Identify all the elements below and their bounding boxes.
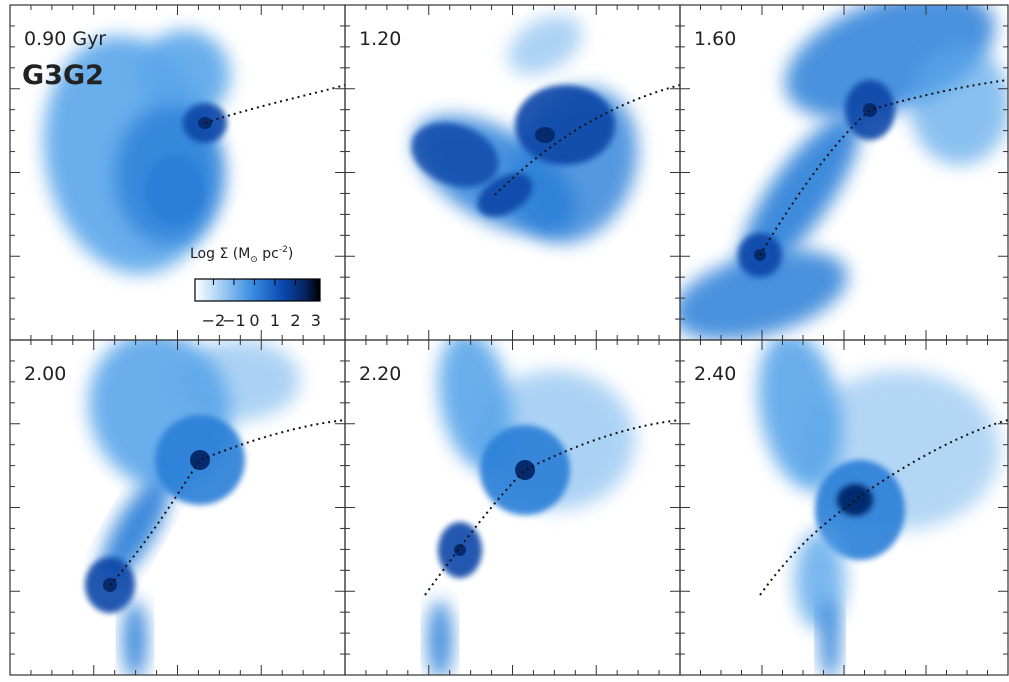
gas-blob bbox=[515, 85, 615, 165]
time-label: 2.40 bbox=[694, 363, 736, 385]
time-label: 2.20 bbox=[359, 363, 401, 385]
colorbar-tick-label: −1 bbox=[222, 311, 246, 330]
density-map bbox=[425, 325, 680, 678]
time-label: 1.60 bbox=[694, 28, 736, 50]
gas-blob bbox=[454, 544, 466, 556]
gas-blob bbox=[837, 484, 873, 516]
colorbar-tick-label: 3 bbox=[311, 311, 321, 330]
gas-blob bbox=[820, 600, 840, 678]
panel: 2.00 bbox=[10, 311, 345, 678]
simulation-label: G3G2 bbox=[22, 60, 104, 91]
colorbar-tick-label: 0 bbox=[249, 311, 259, 330]
density-map bbox=[395, 3, 680, 260]
panel: 2.20 bbox=[345, 325, 680, 678]
panel: 1.20 bbox=[345, 3, 680, 340]
gas-blob bbox=[535, 127, 555, 143]
gas-blob bbox=[190, 450, 210, 470]
gas-blob bbox=[180, 340, 300, 420]
panel: 1.60 bbox=[663, 0, 1009, 357]
colorbar-tick-label: 1 bbox=[270, 311, 280, 330]
colorbar-label: Log Σ (M⊙ pc-2) bbox=[190, 245, 293, 265]
gas-blob bbox=[428, 600, 452, 678]
density-map bbox=[747, 324, 1008, 678]
density-map bbox=[663, 0, 1009, 357]
gas-blob bbox=[123, 600, 147, 678]
gas-blob bbox=[910, 45, 1009, 165]
panel: 2.40 bbox=[680, 324, 1008, 678]
time-label: 0.90 Gyr bbox=[24, 28, 106, 50]
gas-blob bbox=[145, 155, 205, 225]
time-label: 1.20 bbox=[359, 28, 401, 50]
density-map bbox=[67, 311, 345, 678]
colorbar-tick-label: 2 bbox=[290, 311, 300, 330]
figure: 0.90 Gyr 1.20 1.60 2.00 2.20 2.40 G3G2 Log Σ … bbox=[0, 0, 1009, 678]
time-label: 2.00 bbox=[24, 363, 66, 385]
gas-blob bbox=[498, 3, 592, 86]
